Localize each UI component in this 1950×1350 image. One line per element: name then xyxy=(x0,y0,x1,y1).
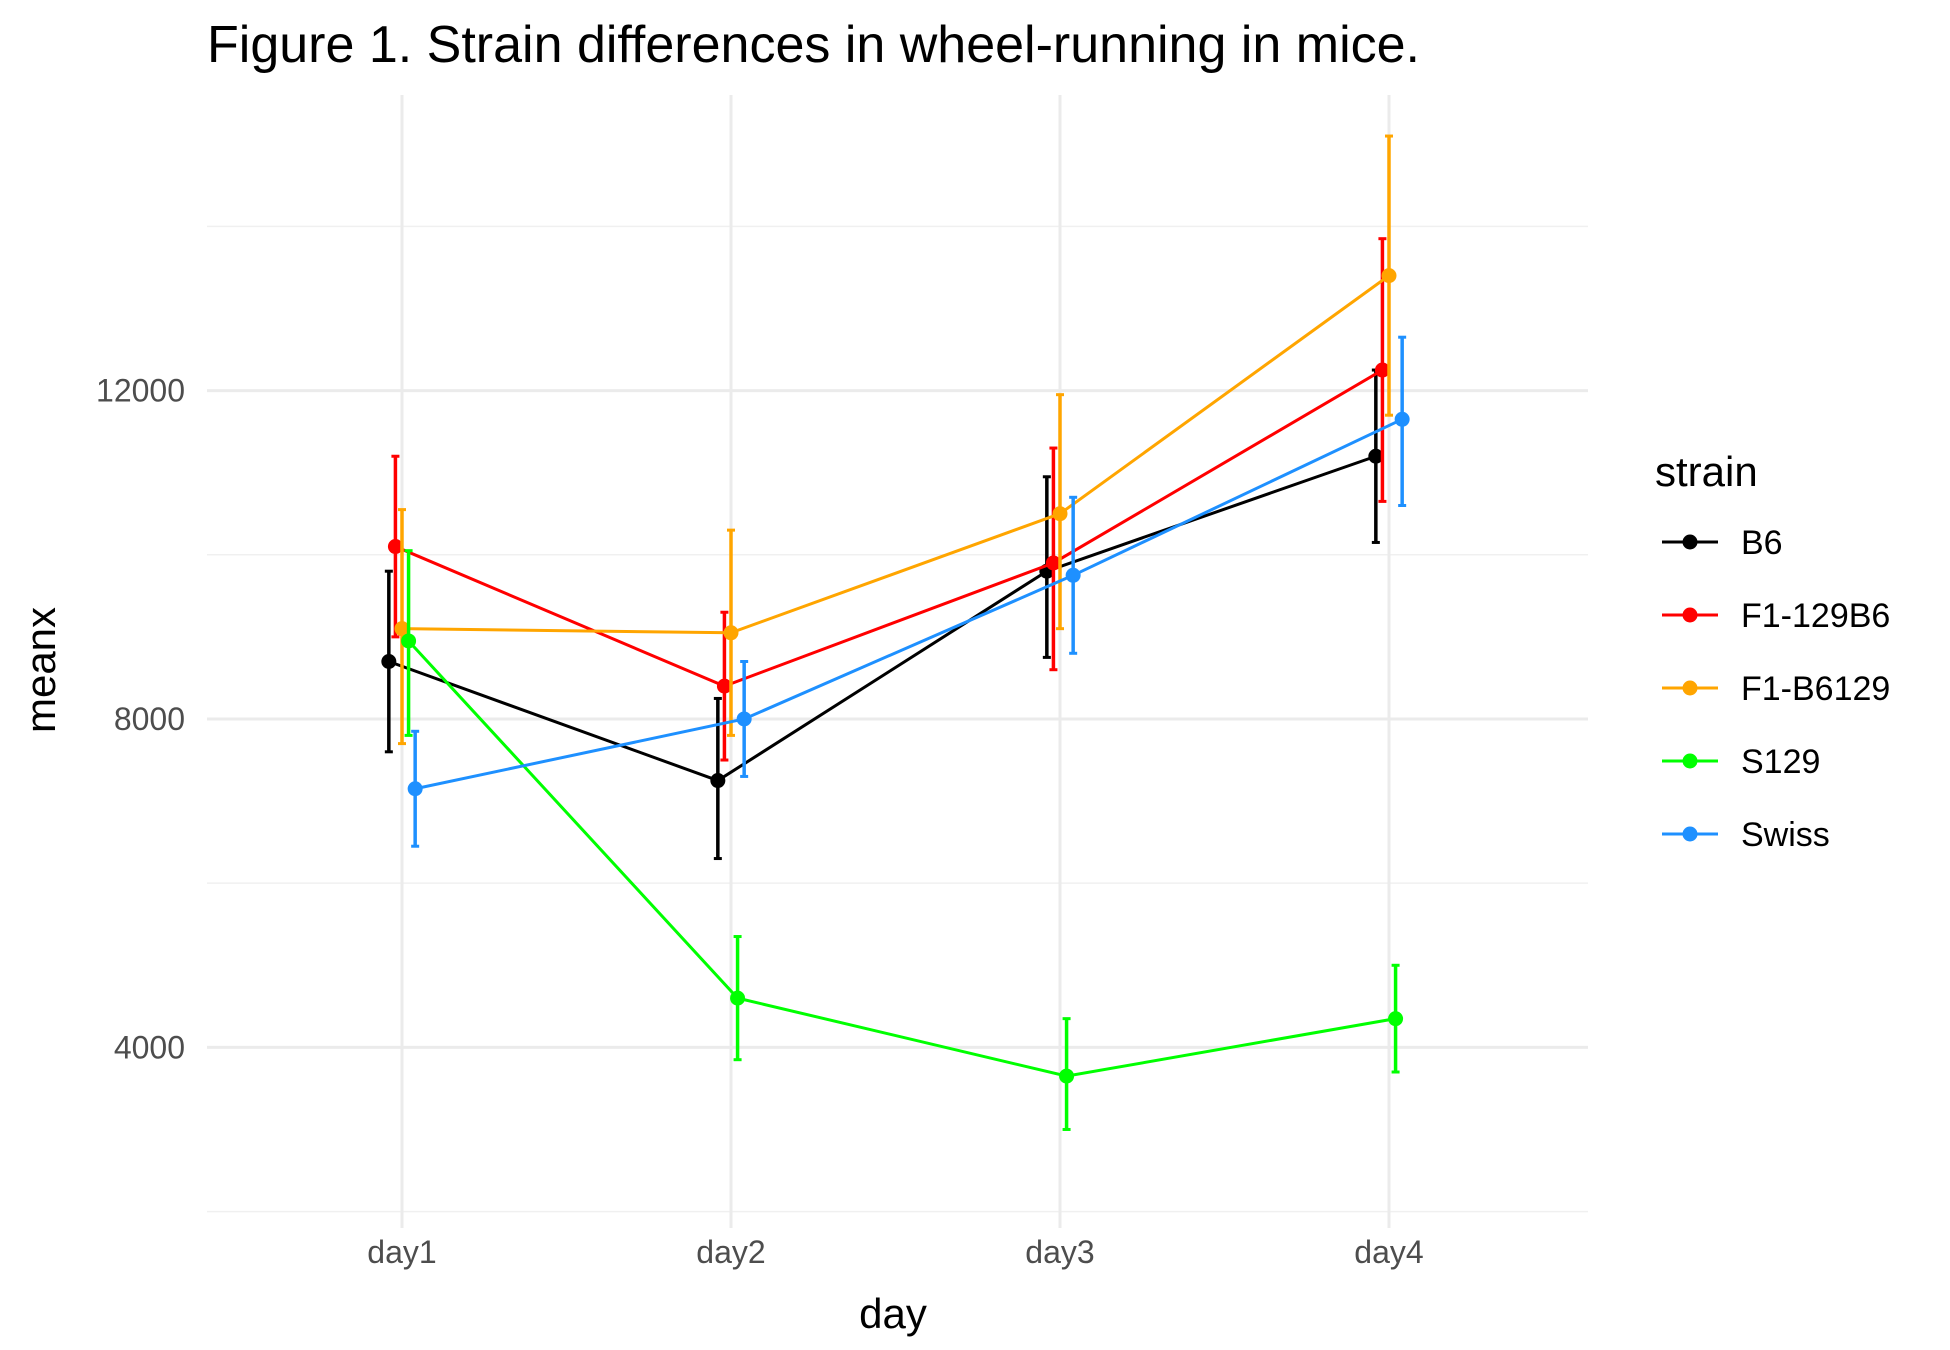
legend-item-f1-129b6: F1-129B6 xyxy=(1662,597,1890,635)
data-point xyxy=(401,633,417,649)
data-point xyxy=(1374,362,1390,378)
series-line xyxy=(401,274,1390,635)
series-layer xyxy=(381,134,1410,1131)
data-point xyxy=(387,539,403,555)
axis-ticks: 4000 8000 12000 day1 day2 day3 day4 xyxy=(96,373,1424,1270)
legend-key-point xyxy=(1682,534,1698,550)
x-tick-label-1: day2 xyxy=(696,1234,765,1270)
series-f1-129b6 xyxy=(387,237,1390,762)
y-tick-label-2: 12000 xyxy=(96,373,185,409)
x-axis-title: day xyxy=(859,1290,927,1337)
legend-key-point xyxy=(1682,826,1698,842)
data-point xyxy=(407,781,423,797)
series-s129 xyxy=(401,549,1404,1131)
y-tick-label-0: 4000 xyxy=(114,1029,185,1065)
series-b6 xyxy=(381,368,1384,861)
legend-label: F1-B6129 xyxy=(1741,670,1890,708)
chart-title: Figure 1. Strain differences in wheel-ru… xyxy=(207,16,1420,74)
data-point xyxy=(1394,411,1410,427)
series-line xyxy=(407,639,1396,1078)
data-point xyxy=(1045,555,1061,571)
legend-item-swiss: Swiss xyxy=(1662,816,1830,854)
x-tick-label-0: day1 xyxy=(367,1234,436,1270)
data-point xyxy=(1368,448,1384,464)
data-point xyxy=(723,625,739,641)
legend-item-b6: B6 xyxy=(1662,524,1783,562)
legend-label: S129 xyxy=(1741,743,1820,781)
legend-key-point xyxy=(1682,680,1698,696)
data-point xyxy=(381,654,397,669)
series-f1-b6129 xyxy=(394,134,1397,746)
legend: B6 F1-129B6 F1-B6129 S129 Swiss xyxy=(1662,524,1890,854)
y-axis-title: meanx xyxy=(17,607,64,733)
data-point xyxy=(1052,506,1068,522)
legend-key-point xyxy=(1682,607,1698,623)
legend-title: strain xyxy=(1655,448,1758,495)
legend-label: Swiss xyxy=(1741,816,1830,854)
series-swiss xyxy=(407,335,1410,848)
legend-item-f1-b6129: F1-B6129 xyxy=(1662,670,1890,708)
legend-item-s129: S129 xyxy=(1662,743,1820,781)
data-point xyxy=(710,773,726,789)
legend-label: F1-129B6 xyxy=(1741,597,1890,635)
data-point xyxy=(1065,567,1081,583)
series-line xyxy=(414,417,1403,791)
x-tick-label-2: day3 xyxy=(1025,1234,1094,1270)
series-line xyxy=(388,454,1377,783)
data-point xyxy=(1059,1068,1075,1084)
data-point xyxy=(730,990,746,1006)
legend-key-point xyxy=(1682,753,1698,769)
data-point xyxy=(1388,1011,1404,1027)
data-point xyxy=(716,678,732,694)
series-line xyxy=(394,368,1384,688)
data-point xyxy=(1381,268,1397,284)
legend-label: B6 xyxy=(1741,524,1783,562)
data-point xyxy=(736,711,752,727)
x-tick-label-3: day4 xyxy=(1354,1234,1423,1270)
data-point xyxy=(394,621,410,637)
y-tick-label-1: 8000 xyxy=(114,701,185,737)
